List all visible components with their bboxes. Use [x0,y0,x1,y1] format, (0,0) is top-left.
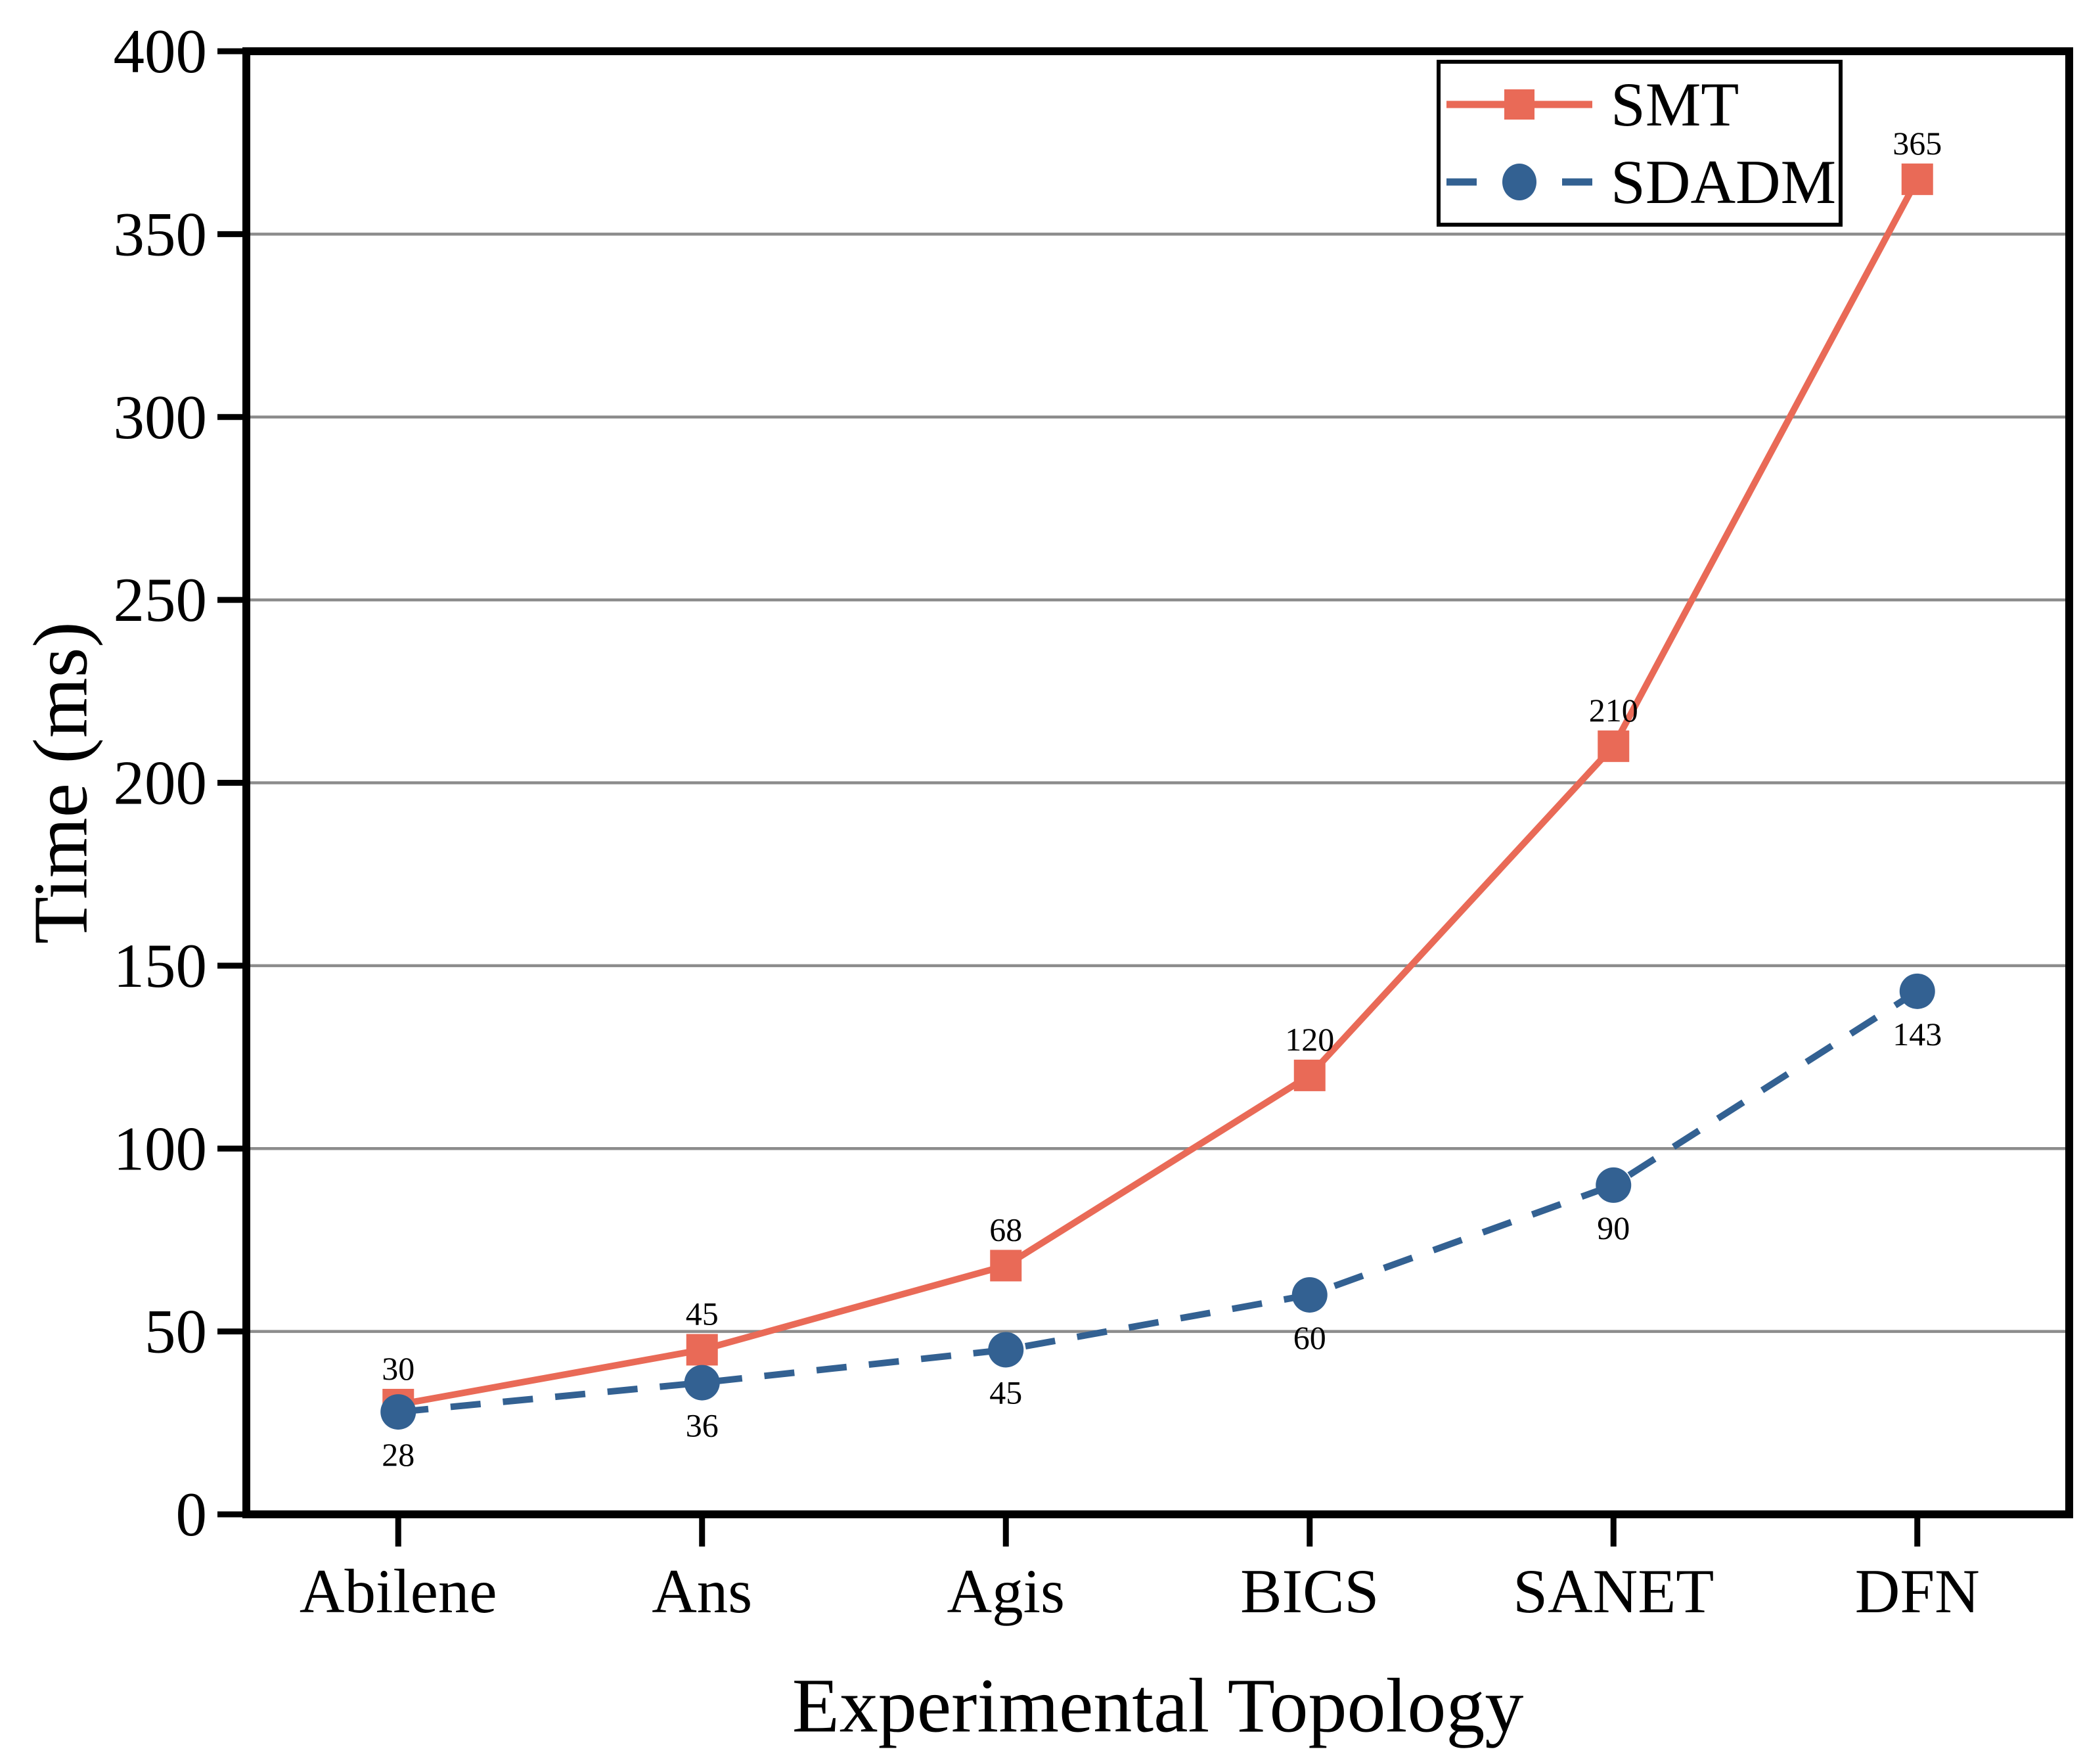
data-point-label: 28 [382,1436,414,1473]
data-point-label: 45 [686,1295,719,1332]
y-axis-tick-label: 150 [114,931,208,1001]
data-point-label: 143 [1893,1016,1942,1052]
y-axis-tick-label: 250 [114,565,208,635]
x-axis-category-label: SANET [1513,1556,1714,1626]
data-point-label: 365 [1893,125,1942,162]
x-axis-category-label: Abilene [300,1556,497,1626]
x-axis-category-label: Ans [652,1556,752,1626]
sdadm-marker-ans [684,1365,720,1401]
data-point-label: 45 [989,1374,1022,1411]
y-axis-tick-label: 50 [145,1297,207,1367]
legend-marker-square [1504,89,1534,120]
legend-box [1437,60,1843,227]
smt-line [397,177,1921,1408]
y-axis-tick-label: 400 [114,16,208,86]
smt-marker-ans [686,1334,718,1366]
sdadm-marker-agis [988,1332,1024,1368]
y-axis-tick-label: 100 [114,1114,208,1183]
y-axis-title: Time (ms) [18,622,104,944]
sdadm-marker-sanet [1596,1167,1632,1203]
x-axis-category-label: Agis [947,1556,1065,1626]
legend-label-sdadm: SDADM [1611,147,1836,217]
data-point-label: 120 [1285,1021,1334,1058]
sdadm-marker-dfn [1899,973,1935,1009]
y-axis-tick-label: 0 [176,1480,208,1549]
plot-border [242,47,2073,1518]
sdadm-line [397,988,1919,1416]
smt-marker-dfn [1901,163,1933,195]
data-point-label: 90 [1597,1210,1630,1246]
data-point-label: 60 [1293,1319,1326,1356]
y-axis-tick-label: 200 [114,748,208,818]
smt-marker-bics [1293,1059,1326,1091]
data-point-label: 210 [1589,692,1638,729]
y-axis-tick-label: 350 [114,199,208,269]
smt-marker-agis [990,1250,1022,1282]
legend-label-smt: SMT [1611,70,1739,139]
x-axis-category-label: DFN [1855,1556,1980,1626]
data-point-label: 36 [686,1407,719,1444]
data-point-label: 30 [382,1350,414,1387]
x-axis-category-label: BICS [1240,1556,1379,1626]
smt-marker-sanet [1598,730,1630,762]
sdadm-marker-abilene [380,1394,416,1430]
y-axis-tick-label: 300 [114,382,208,452]
legend-marker-circle [1502,164,1536,200]
x-axis-title: Experimental Topology [792,1663,1524,1749]
data-point-label: 68 [989,1211,1022,1248]
sdadm-marker-bics [1291,1277,1328,1313]
